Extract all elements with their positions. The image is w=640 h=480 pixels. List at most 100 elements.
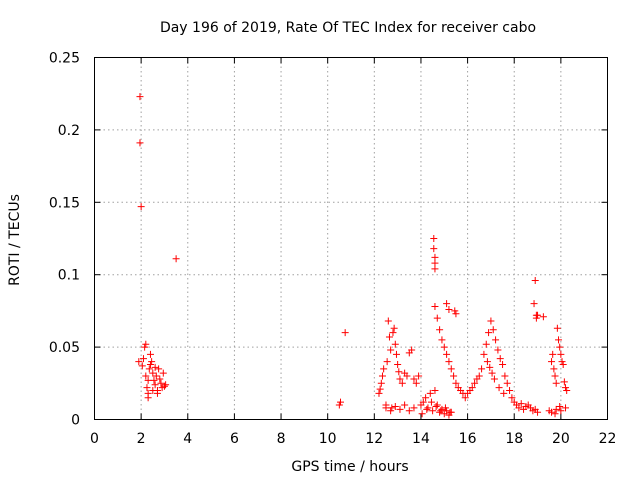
data-point bbox=[396, 405, 404, 413]
data-point bbox=[440, 343, 448, 351]
data-point bbox=[136, 139, 144, 147]
y-tick-label: 0.2 bbox=[58, 123, 80, 139]
data-point bbox=[410, 375, 418, 383]
x-tick-label: 4 bbox=[183, 431, 192, 447]
data-point bbox=[452, 379, 460, 387]
data-point bbox=[443, 350, 451, 358]
data-point bbox=[556, 343, 564, 351]
data-point bbox=[550, 365, 558, 373]
data-point bbox=[430, 235, 438, 242]
data-point bbox=[488, 369, 496, 377]
data-point bbox=[337, 398, 345, 406]
data-point bbox=[508, 394, 516, 402]
data-point bbox=[517, 400, 525, 408]
data-point bbox=[376, 385, 384, 393]
data-point bbox=[427, 398, 435, 406]
data-point bbox=[149, 369, 157, 377]
data-point bbox=[531, 276, 539, 284]
data-point bbox=[475, 372, 483, 380]
data-point bbox=[377, 379, 385, 387]
data-point bbox=[142, 340, 150, 348]
data-point bbox=[443, 300, 451, 308]
data-point bbox=[445, 305, 453, 313]
y-tick-label: 0.15 bbox=[49, 195, 80, 211]
data-point bbox=[139, 355, 147, 363]
data-point bbox=[445, 358, 453, 366]
data-point bbox=[485, 329, 493, 337]
data-point bbox=[146, 360, 154, 368]
y-tick-label: 0.05 bbox=[49, 340, 80, 356]
data-point bbox=[560, 378, 568, 386]
data-point bbox=[438, 405, 446, 413]
data-point bbox=[438, 336, 446, 344]
data-point bbox=[157, 379, 165, 387]
data-point bbox=[385, 333, 393, 341]
y-tick-label: 0.1 bbox=[58, 268, 80, 284]
data-point bbox=[424, 404, 432, 412]
grid-lines bbox=[94, 57, 608, 420]
data-point bbox=[552, 379, 560, 387]
data-point bbox=[450, 372, 458, 380]
data-point bbox=[410, 404, 418, 412]
data-point bbox=[433, 314, 441, 322]
data-point bbox=[489, 326, 497, 334]
data-point bbox=[136, 93, 144, 101]
data-point bbox=[390, 324, 398, 332]
data-point bbox=[145, 365, 153, 373]
data-point bbox=[172, 255, 180, 263]
data-points bbox=[135, 93, 571, 419]
data-point bbox=[483, 358, 491, 366]
data-point bbox=[146, 350, 154, 358]
data-point bbox=[389, 329, 397, 337]
data-point bbox=[151, 363, 159, 371]
data-point bbox=[426, 389, 434, 397]
data-point bbox=[160, 382, 168, 390]
data-point bbox=[431, 387, 439, 395]
data-point bbox=[383, 358, 391, 366]
data-point bbox=[506, 387, 514, 395]
data-point bbox=[341, 329, 349, 337]
data-point bbox=[534, 408, 542, 416]
data-point bbox=[499, 360, 507, 368]
data-point bbox=[549, 350, 557, 358]
data-point bbox=[486, 363, 494, 371]
data-point bbox=[480, 350, 488, 358]
data-point bbox=[552, 405, 560, 413]
data-point bbox=[492, 336, 500, 344]
data-point bbox=[557, 350, 565, 358]
data-point bbox=[530, 300, 538, 308]
data-point bbox=[562, 384, 570, 392]
data-point bbox=[563, 387, 571, 395]
data-point bbox=[471, 379, 479, 387]
data-point bbox=[468, 384, 476, 392]
data-point bbox=[495, 384, 503, 392]
data-point bbox=[431, 303, 439, 311]
data-point bbox=[551, 410, 559, 418]
data-point bbox=[415, 372, 423, 380]
x-tick-label: 20 bbox=[552, 431, 570, 447]
data-point bbox=[380, 365, 388, 373]
data-point bbox=[387, 346, 395, 354]
data-point bbox=[378, 372, 386, 380]
data-point bbox=[152, 372, 160, 380]
data-point bbox=[375, 389, 383, 397]
data-point bbox=[138, 362, 146, 370]
data-point bbox=[144, 376, 152, 384]
data-point bbox=[515, 404, 523, 412]
data-point bbox=[500, 389, 508, 397]
data-point bbox=[534, 311, 542, 319]
data-point bbox=[142, 372, 150, 380]
y-axis-label: ROTI / TECUs bbox=[7, 194, 23, 286]
x-tick-label: 8 bbox=[277, 431, 286, 447]
data-point bbox=[391, 340, 399, 348]
data-point bbox=[532, 314, 540, 322]
data-point bbox=[401, 401, 409, 409]
x-tick-label: 6 bbox=[230, 431, 239, 447]
data-point bbox=[478, 365, 486, 373]
y-tick-label: 0.25 bbox=[49, 51, 80, 67]
data-point bbox=[548, 408, 556, 416]
data-point bbox=[436, 326, 444, 334]
data-point bbox=[487, 317, 495, 325]
data-point bbox=[137, 203, 145, 211]
